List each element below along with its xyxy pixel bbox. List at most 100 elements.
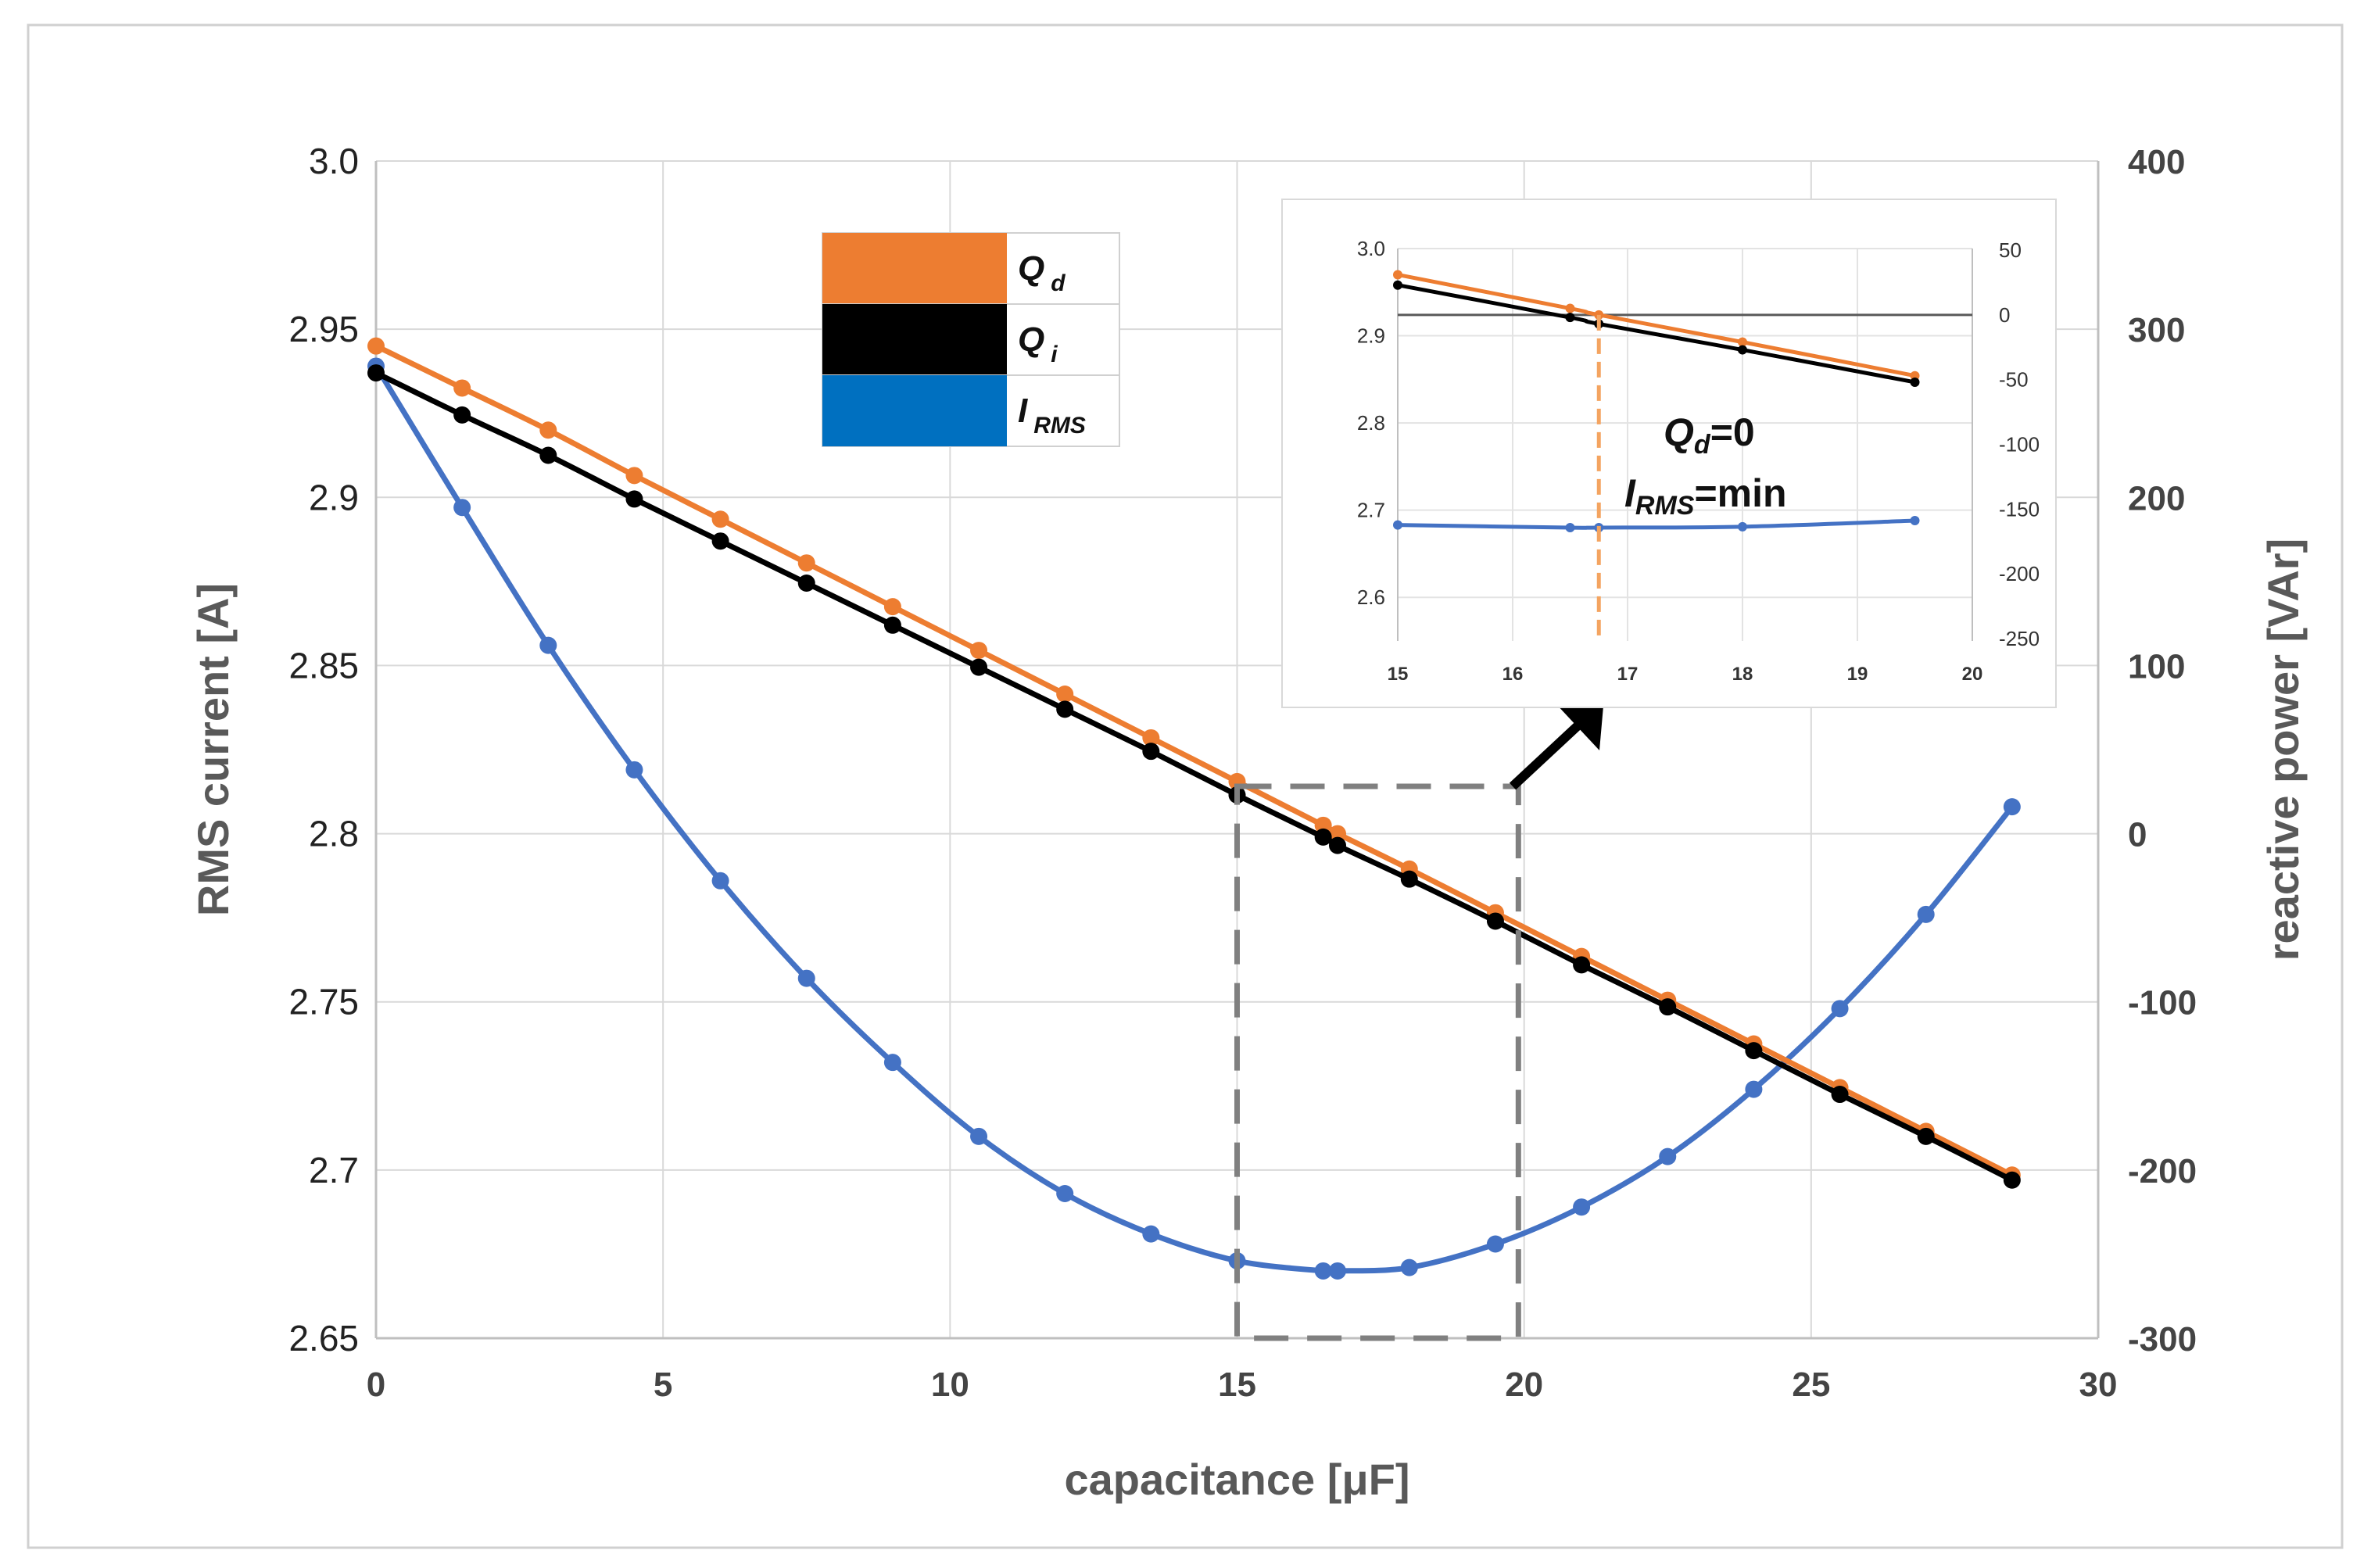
data-point [883, 616, 901, 634]
data-point [367, 337, 385, 355]
data-point [2003, 1171, 2021, 1189]
zoom-rectangle [1234, 783, 1521, 1341]
y2-tick-label: -100 [2128, 984, 2197, 1022]
data-point [883, 1054, 901, 1072]
data-point [2003, 798, 2021, 816]
annotation-qd-sub: d [1694, 430, 1711, 460]
data-point [1329, 825, 1347, 843]
data-point [1056, 686, 1074, 703]
inset-y-tick-label: 2.8 [1357, 411, 1385, 435]
data-point [1573, 1198, 1591, 1216]
inset-data-point [1910, 377, 1920, 387]
axis-titles: capacitance [μF] RMS current [A] reactive … [188, 539, 2308, 1504]
x-tick-label: 15 [1218, 1366, 1256, 1404]
y-tick-label: 2.8 [309, 814, 359, 854]
data-point [1056, 1184, 1074, 1202]
inset-x-tick-label: 18 [1732, 664, 1753, 685]
annotation-qd-zero: Qd=0 [1664, 410, 1755, 460]
legend-swatch [822, 304, 1007, 375]
data-point [1329, 836, 1347, 854]
inset-y2-tick-label: -150 [1999, 497, 2040, 521]
y2-tick-label: 400 [2128, 143, 2185, 181]
data-point [1745, 1080, 1763, 1098]
inset-y-tick-label: 2.7 [1357, 499, 1385, 522]
series-q-d [367, 337, 2021, 1184]
inset-y2-tick-label: -100 [1999, 433, 2040, 456]
inset-y-tick-label: 2.6 [1357, 585, 1385, 609]
data-point [970, 642, 988, 660]
data-point [711, 532, 729, 550]
y-tick-label: 2.9 [309, 477, 359, 517]
zoom-arrow [1509, 719, 1585, 790]
legend-label: I RMS [1018, 392, 1086, 439]
annotation-irms-sub: RMS [1635, 491, 1695, 521]
legend-label-sub: RMS [1033, 413, 1086, 439]
x-tick-label: 25 [1792, 1366, 1830, 1404]
data-point [1745, 1042, 1763, 1060]
data-point [970, 1127, 988, 1145]
inset-data-point [1565, 522, 1575, 532]
inset-data-point [1738, 337, 1747, 347]
x-tick-label: 20 [1505, 1366, 1543, 1404]
inset-y2-tick-label: 50 [1999, 238, 2022, 262]
data-point [797, 969, 815, 987]
inset-y2-tick-label: -50 [1999, 368, 2029, 392]
data-point [1314, 816, 1332, 834]
inset-data-point [1565, 313, 1575, 323]
legend-swatch [822, 233, 1007, 304]
data-point [1573, 956, 1591, 974]
data-point [711, 872, 729, 890]
data-point [539, 446, 557, 464]
data-point [453, 406, 471, 424]
annotation-irms-value: =min [1694, 471, 1786, 515]
data-point [1142, 743, 1160, 761]
y2-tick-label: 300 [2128, 311, 2185, 349]
inset-y-tick-label: 3.0 [1357, 237, 1385, 260]
axes: 2.65 2.7 2.75 2.8 2.85 2.9 2.95 3.0 0 5 10 15 20 25 30… [288, 141, 2197, 1404]
data-point [625, 761, 643, 779]
data-point [539, 636, 557, 654]
legend-label-sub: d [1051, 270, 1066, 296]
data-point [1659, 998, 1677, 1016]
y-tick-label: 2.7 [309, 1150, 359, 1190]
data-point [453, 379, 471, 397]
data-point [625, 467, 643, 485]
legend-label-sub: i [1051, 342, 1058, 367]
inset-x-tick-label: 17 [1617, 664, 1639, 685]
annotation-qd-value: =0 [1710, 410, 1755, 454]
series-i-rms [367, 357, 2021, 1280]
legend-label-main: Q [1018, 249, 1044, 288]
y2-axis-title: reactive power [VAr] [2258, 539, 2308, 961]
inset-data-point [1393, 520, 1402, 530]
data-point [1831, 1086, 1849, 1104]
data-point [1142, 729, 1160, 746]
inset-data-point [1565, 303, 1575, 313]
legend-label-main: Q [1018, 320, 1044, 359]
annotation-qd-label: Q [1664, 410, 1694, 454]
inset-y2-tick-label: -250 [1999, 627, 2040, 650]
data-point [625, 490, 643, 508]
inset-chart: 15 16 17 18 19 20 2.6 2.7 2.8 2.9 3.0 -250 -200 -150 -… [1281, 199, 2057, 708]
x-axis-title: capacitance [μF] [1065, 1455, 1410, 1504]
data-point [1314, 1262, 1332, 1280]
x-tick-label: 10 [931, 1366, 969, 1404]
series-q-i [367, 364, 2021, 1189]
data-point [883, 598, 901, 616]
x-tick-label: 0 [367, 1366, 385, 1404]
y-tick-label: 3.0 [309, 141, 359, 181]
data-point [1486, 1235, 1504, 1253]
x-tick-label: 30 [2079, 1366, 2118, 1404]
data-point [1329, 1262, 1347, 1280]
legend-swatch [822, 375, 1007, 446]
data-point [1314, 828, 1332, 846]
data-point [539, 421, 557, 439]
data-point [1917, 1127, 1935, 1145]
annotation-irms-label: I [1624, 471, 1636, 515]
y2-tick-label: 100 [2128, 647, 2185, 686]
inset-data-point [1393, 270, 1402, 280]
